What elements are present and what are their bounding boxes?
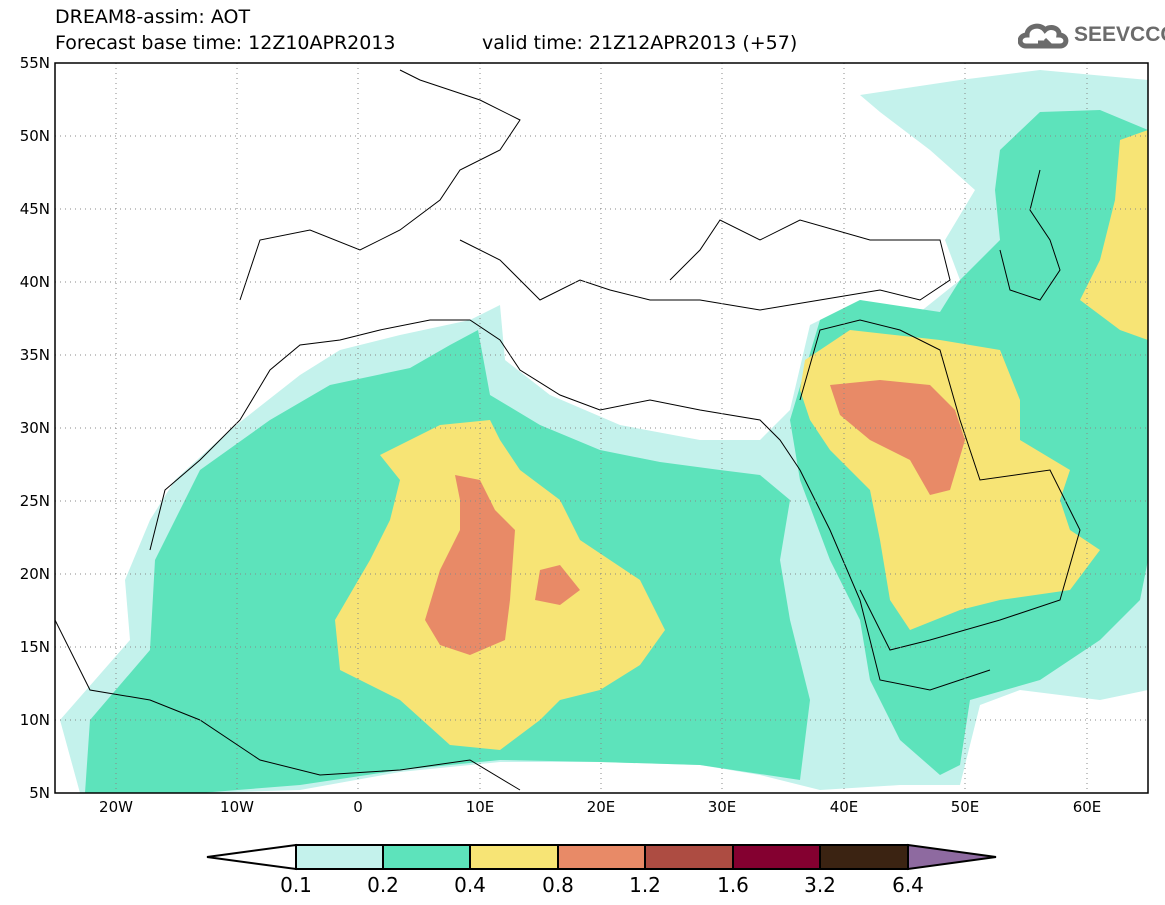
- lon-label: 50E: [950, 798, 980, 816]
- colorbar-bin-0.8-1.2: [557, 844, 646, 870]
- lat-label: 40N: [19, 273, 50, 291]
- aot-contour-0.4-0.8-caspian: [1080, 130, 1148, 340]
- forecast-base-time: Forecast base time: 12Z10APR2013: [55, 32, 396, 54]
- colorbar-bin-1.2-1.6: [644, 844, 734, 870]
- colorbar-over-arrow: [907, 843, 997, 871]
- lon-label: 20W: [99, 798, 133, 816]
- colorbar-bin-0.2-0.4: [382, 844, 471, 870]
- colorbar-label: 0.4: [454, 873, 486, 897]
- colorbar-label: 0.1: [280, 873, 312, 897]
- colorbar-label: 1.2: [629, 873, 661, 897]
- map-title: DREAM8-assim: AOT: [55, 6, 251, 28]
- cloud-icon: [1018, 23, 1069, 49]
- colorbar-bin-1.6-3.2: [732, 844, 821, 870]
- colorbar-label: 1.6: [717, 873, 749, 897]
- colorbar-bin-0.1-0.2: [295, 844, 384, 870]
- colorbar-label: 0.2: [367, 873, 399, 897]
- colorbar-label: 6.4: [892, 873, 924, 897]
- lon-label: 10E: [465, 798, 495, 816]
- lat-label: 30N: [19, 419, 50, 437]
- gridlines: [55, 63, 1148, 793]
- lat-label: 45N: [19, 200, 50, 218]
- lat-label: 5N: [29, 784, 50, 802]
- aot-contour-0.8-1.2-chad: [535, 565, 580, 605]
- colorbar-label: 0.8: [542, 873, 574, 897]
- lat-label: 35N: [19, 346, 50, 364]
- colorbar-bin-0.4-0.8: [469, 844, 559, 870]
- colorbar: [206, 843, 997, 871]
- lat-label: 10N: [19, 711, 50, 729]
- lat-label: 15N: [19, 638, 50, 656]
- aot-contour-0.8-1.2-africa: [425, 475, 515, 655]
- lat-label: 25N: [19, 492, 50, 510]
- map-frame: [54, 62, 1149, 794]
- lon-label: 40E: [829, 798, 859, 816]
- lon-label: 60E: [1072, 798, 1102, 816]
- lat-label: 55N: [19, 54, 50, 72]
- coastlines: [55, 69, 1081, 791]
- lon-label: 20E: [586, 798, 616, 816]
- colorbar-under-arrow: [206, 843, 297, 871]
- colorbar-label: 3.2: [804, 873, 836, 897]
- aot-contour-0.8-1.2-iraq: [830, 380, 965, 495]
- lon-label: 30E: [707, 798, 737, 816]
- valid-time: valid time: 21Z12APR2013 (+57): [482, 32, 798, 54]
- colorbar-bin-3.2-6.4: [819, 844, 909, 870]
- lon-label: 10W: [220, 798, 254, 816]
- seevccc-logo: SEEVCCC: [1018, 20, 1165, 50]
- lat-label: 20N: [19, 565, 50, 583]
- logo-text: SEEVCCC: [1074, 23, 1165, 46]
- lon-label: 0: [353, 798, 363, 816]
- lat-label: 50N: [19, 127, 50, 145]
